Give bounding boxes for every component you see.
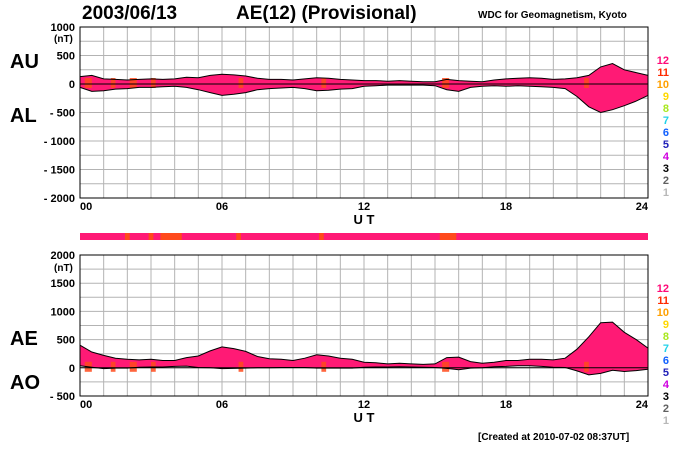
upper-y-tick-label: - 1000 (44, 136, 75, 148)
status-strip (80, 233, 648, 240)
lower-series-line-ae (79, 321, 649, 365)
lower-scale-label: 3 (663, 391, 669, 403)
upper-x-axis-label: U T (354, 212, 375, 227)
upper-y-tick-label: 0 (69, 79, 75, 91)
lower-scale-label: 4 (663, 379, 670, 391)
lower-band-area (80, 322, 648, 375)
status-strip-segment (148, 233, 154, 240)
lower-x-axis-label: U T (354, 410, 375, 425)
lower-unit: (nT) (54, 263, 73, 274)
upper-accent-segment (151, 78, 156, 88)
upper-plot-frame (79, 26, 649, 199)
lower-accent-segment (110, 361, 116, 372)
upper-accent-segment (238, 78, 244, 88)
upper-scale-label: 4 (663, 151, 670, 163)
lower-y-tick-label: 0 (69, 363, 75, 375)
label-au: AU (10, 51, 39, 73)
upper-x-tick-label: 00 (80, 201, 92, 213)
upper-scale-label: 11 (657, 67, 669, 79)
lower-accent-segment (321, 361, 327, 372)
lower-scale-label: 2 (663, 403, 669, 415)
upper-scale-label: 8 (663, 103, 669, 115)
lower-x-tick-label: 12 (358, 399, 370, 411)
upper-x-tick-label: 06 (216, 201, 228, 213)
label-al: AL (10, 105, 37, 127)
upper-x-tick-label: 18 (500, 201, 512, 213)
label-ao: AO (10, 372, 40, 394)
upper-accent-segment (442, 78, 450, 88)
lower-accent-segment (129, 361, 137, 372)
lower-y-tick-label: 1000 (51, 306, 75, 318)
lower-plot-frame (79, 254, 649, 397)
lower-scale-label: 7 (663, 343, 669, 355)
upper-y-tick-label: - 1500 (44, 165, 75, 177)
upper-y-tick-label: 1000 (51, 22, 75, 34)
lower-y-tick-label: - 500 (50, 391, 75, 403)
lower-series-line-ao (79, 365, 649, 376)
status-strip-segment (124, 233, 130, 240)
status-strip-segment (319, 233, 324, 240)
lower-scale-label: 11 (657, 295, 669, 307)
upper-scale-label: 1 (663, 187, 669, 199)
lower-scale-label: 6 (663, 355, 669, 367)
status-strip-segment (439, 233, 457, 240)
upper-accent-segment (110, 78, 116, 88)
upper-accent-segment (84, 78, 92, 88)
chart-date: 2003/06/13 (82, 3, 178, 24)
lower-accent-segment (238, 361, 244, 372)
upper-y-tick-label: 500 (57, 51, 75, 63)
lower-y-tick-label: 2000 (51, 250, 75, 262)
upper-scale-label: 10 (657, 79, 669, 91)
lower-scale-label: 10 (657, 307, 669, 319)
upper-scale-label: 5 (663, 139, 669, 151)
lower-accent-segment (442, 361, 450, 372)
lower-x-tick-label: 18 (500, 399, 512, 411)
lower-scale-label: 1 (663, 415, 669, 427)
lower-accent-segment (584, 361, 589, 372)
upper-x-tick-label: 24 (636, 201, 649, 213)
upper-band-area (80, 63, 648, 113)
upper-scale-label: 7 (663, 115, 669, 127)
upper-accent-segment (321, 78, 327, 88)
data-source: WDC for Geomagnetism, Kyoto (478, 10, 627, 21)
lower-x-tick-label: 00 (80, 399, 92, 411)
upper-series-line-au (79, 62, 649, 83)
lower-x-tick-label: 06 (216, 399, 228, 411)
status-strip-segment (160, 233, 182, 240)
upper-unit: (nT) (54, 34, 73, 45)
upper-y-tick-label: - 500 (50, 108, 75, 120)
upper-accent-segment (584, 78, 589, 88)
upper-y-tick-label: - 2000 (44, 193, 75, 205)
label-ae: AE (10, 328, 38, 350)
upper-x-tick-label: 12 (358, 201, 370, 213)
upper-scale-label: 12 (657, 55, 669, 67)
lower-scale-label: 9 (663, 319, 669, 331)
chart-title: AE(12) (Provisional) (236, 3, 417, 24)
lower-y-tick-label: 500 (57, 335, 75, 347)
lower-scale-label: 8 (663, 331, 669, 343)
upper-scale-label: 9 (663, 91, 669, 103)
created-timestamp: [Created at 2010-07-02 08:37UT] (478, 432, 630, 443)
upper-scale-label: 2 (663, 175, 669, 187)
lower-y-tick-label: 1500 (51, 278, 75, 290)
lower-scale-label: 5 (663, 367, 669, 379)
lower-x-tick-label: 24 (636, 399, 649, 411)
upper-scale-label: 3 (663, 163, 669, 175)
lower-scale-label: 12 (657, 283, 669, 295)
upper-series-line-al (79, 84, 649, 114)
upper-scale-label: 6 (663, 127, 669, 139)
upper-accent-segment (129, 78, 137, 88)
status-strip-segment (236, 233, 241, 240)
